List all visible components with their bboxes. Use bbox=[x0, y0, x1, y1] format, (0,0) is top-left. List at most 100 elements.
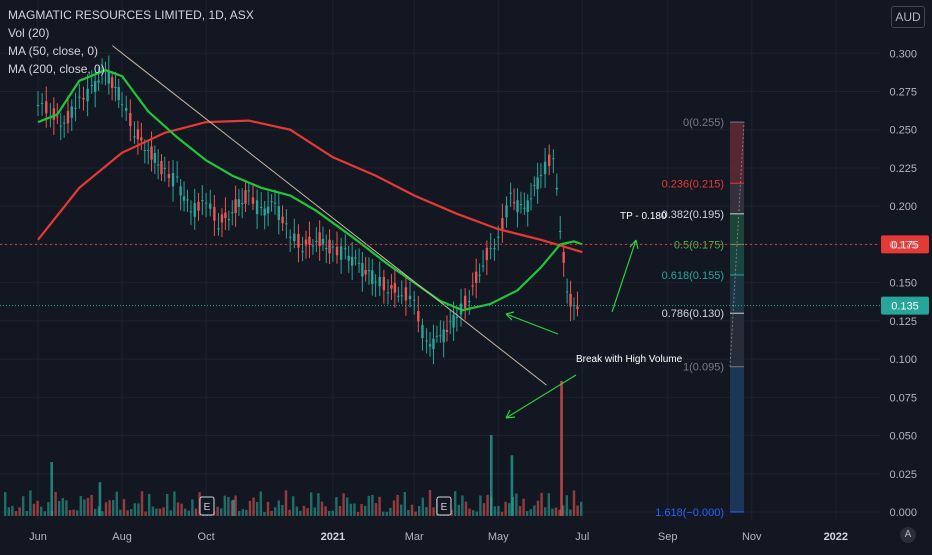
candle-body bbox=[62, 122, 66, 124]
volume-bar bbox=[565, 495, 568, 516]
time-tick-label: 2022 bbox=[824, 531, 848, 543]
volume-bar bbox=[43, 511, 46, 516]
candle-body bbox=[445, 329, 449, 332]
candle-body bbox=[74, 107, 77, 109]
candle-body bbox=[227, 219, 231, 221]
fib-zone bbox=[730, 244, 744, 275]
fib-level-label: 1.618(−0.000) bbox=[655, 507, 724, 519]
candle-body bbox=[156, 164, 160, 166]
currency-badge[interactable]: AUD bbox=[891, 6, 925, 28]
volume-bar bbox=[346, 497, 349, 516]
candle-body bbox=[110, 77, 114, 88]
candle-body bbox=[449, 320, 452, 322]
volume-bar bbox=[367, 495, 370, 516]
time-tick-label: Mar bbox=[405, 531, 424, 543]
candle-body bbox=[234, 199, 237, 214]
arrow-volume-head bbox=[505, 409, 516, 419]
volume-bar bbox=[292, 496, 295, 516]
volume-bar bbox=[302, 505, 306, 516]
volume-bar bbox=[392, 500, 396, 516]
candle-body bbox=[182, 196, 186, 201]
volume-bar bbox=[108, 500, 111, 516]
volume-bar bbox=[572, 490, 576, 516]
volume-bar bbox=[79, 496, 82, 516]
volume-bar bbox=[140, 491, 144, 516]
volume-bar bbox=[220, 508, 223, 516]
volume-bar bbox=[173, 491, 176, 516]
volume-bar bbox=[94, 509, 97, 516]
volume-bar bbox=[551, 508, 554, 516]
candle-body bbox=[463, 295, 467, 309]
volume-bar bbox=[306, 508, 309, 516]
volume-bar bbox=[562, 505, 565, 516]
volume-bar bbox=[158, 508, 162, 516]
candle-body bbox=[512, 202, 516, 204]
candle-body bbox=[120, 104, 124, 106]
volume-bar bbox=[328, 511, 331, 516]
indicator-ma50[interactable]: MA (50, close, 0) bbox=[8, 44, 99, 58]
volume-bar bbox=[166, 493, 169, 516]
candle-body bbox=[150, 146, 153, 160]
time-axis[interactable]: Jun Aug Oct 2021 Mar May Jul Sep Nov 2022 bbox=[29, 531, 848, 543]
candle-body bbox=[361, 263, 364, 277]
volume-bar bbox=[389, 507, 392, 516]
horizontal-levels[interactable]: 0.175 0.135 bbox=[0, 235, 929, 315]
candle-body bbox=[390, 285, 393, 289]
candle-body bbox=[555, 187, 558, 190]
volume-bar bbox=[148, 493, 151, 516]
candle-body bbox=[497, 236, 500, 238]
candle-body bbox=[244, 190, 247, 204]
volume-bar bbox=[569, 509, 572, 516]
chart-title[interactable]: MAGMATIC RESOURCES LIMITED, 1D, ASX bbox=[8, 8, 254, 22]
candle-body bbox=[378, 276, 381, 287]
candle-body bbox=[543, 161, 547, 175]
price-axis[interactable]: 0.300 0.275 0.250 0.225 0.200 0.175 0.150 0.125… bbox=[889, 48, 917, 519]
level-price-text: 0.175 bbox=[891, 239, 919, 251]
candle-body bbox=[432, 338, 435, 350]
candle-body bbox=[315, 240, 318, 242]
candle-body bbox=[382, 276, 386, 291]
fib-level-label: 0.236(0.215) bbox=[662, 178, 724, 190]
candle-body bbox=[425, 340, 428, 342]
annotations[interactable]: TP - 0.180 Break with High Volume E E bbox=[199, 211, 683, 516]
candle-body bbox=[328, 239, 331, 254]
volume-bar bbox=[558, 509, 561, 516]
candle-body bbox=[59, 125, 62, 127]
candle-body bbox=[559, 230, 562, 232]
candle-body bbox=[124, 107, 128, 111]
volume-bar bbox=[176, 502, 180, 516]
candle-body bbox=[533, 184, 536, 186]
candle-body bbox=[371, 270, 374, 284]
candle-body bbox=[70, 106, 73, 118]
candle-body bbox=[186, 199, 189, 201]
candle-body bbox=[354, 257, 357, 259]
volume-bar bbox=[76, 510, 79, 516]
candle-body bbox=[474, 271, 478, 283]
volume-bar bbox=[356, 511, 360, 516]
current-price-text: 0.135 bbox=[891, 301, 919, 313]
volume-bar bbox=[335, 497, 338, 516]
candle-body bbox=[364, 270, 367, 275]
auto-scale-button[interactable]: A bbox=[900, 527, 916, 543]
fibonacci-retracement[interactable]: 0(0.255) 0.236(0.215) 0.382(0.195) 0.5(0.17… bbox=[655, 117, 745, 519]
indicator-volume[interactable]: Vol (20) bbox=[8, 26, 50, 40]
fib-level-label: 0.786(0.130) bbox=[662, 308, 724, 320]
time-tick-label: May bbox=[488, 531, 509, 543]
volume-spike bbox=[232, 499, 235, 516]
earnings-marker-box bbox=[436, 496, 452, 516]
volume-bar bbox=[536, 500, 540, 516]
volume-bar bbox=[353, 503, 356, 516]
volume-bar bbox=[425, 507, 428, 516]
candle-body bbox=[421, 325, 424, 339]
indicator-ma200[interactable]: MA (200, close, 0) bbox=[8, 62, 105, 76]
volume-bar bbox=[227, 497, 230, 516]
candle-body bbox=[217, 228, 220, 230]
candle-body bbox=[147, 149, 150, 151]
earnings-marker-text: E bbox=[204, 502, 211, 513]
volume-bar bbox=[428, 490, 432, 516]
candle-body bbox=[167, 174, 171, 179]
candle-body bbox=[133, 136, 136, 138]
candle-body bbox=[367, 270, 371, 272]
candle-body bbox=[129, 113, 132, 127]
